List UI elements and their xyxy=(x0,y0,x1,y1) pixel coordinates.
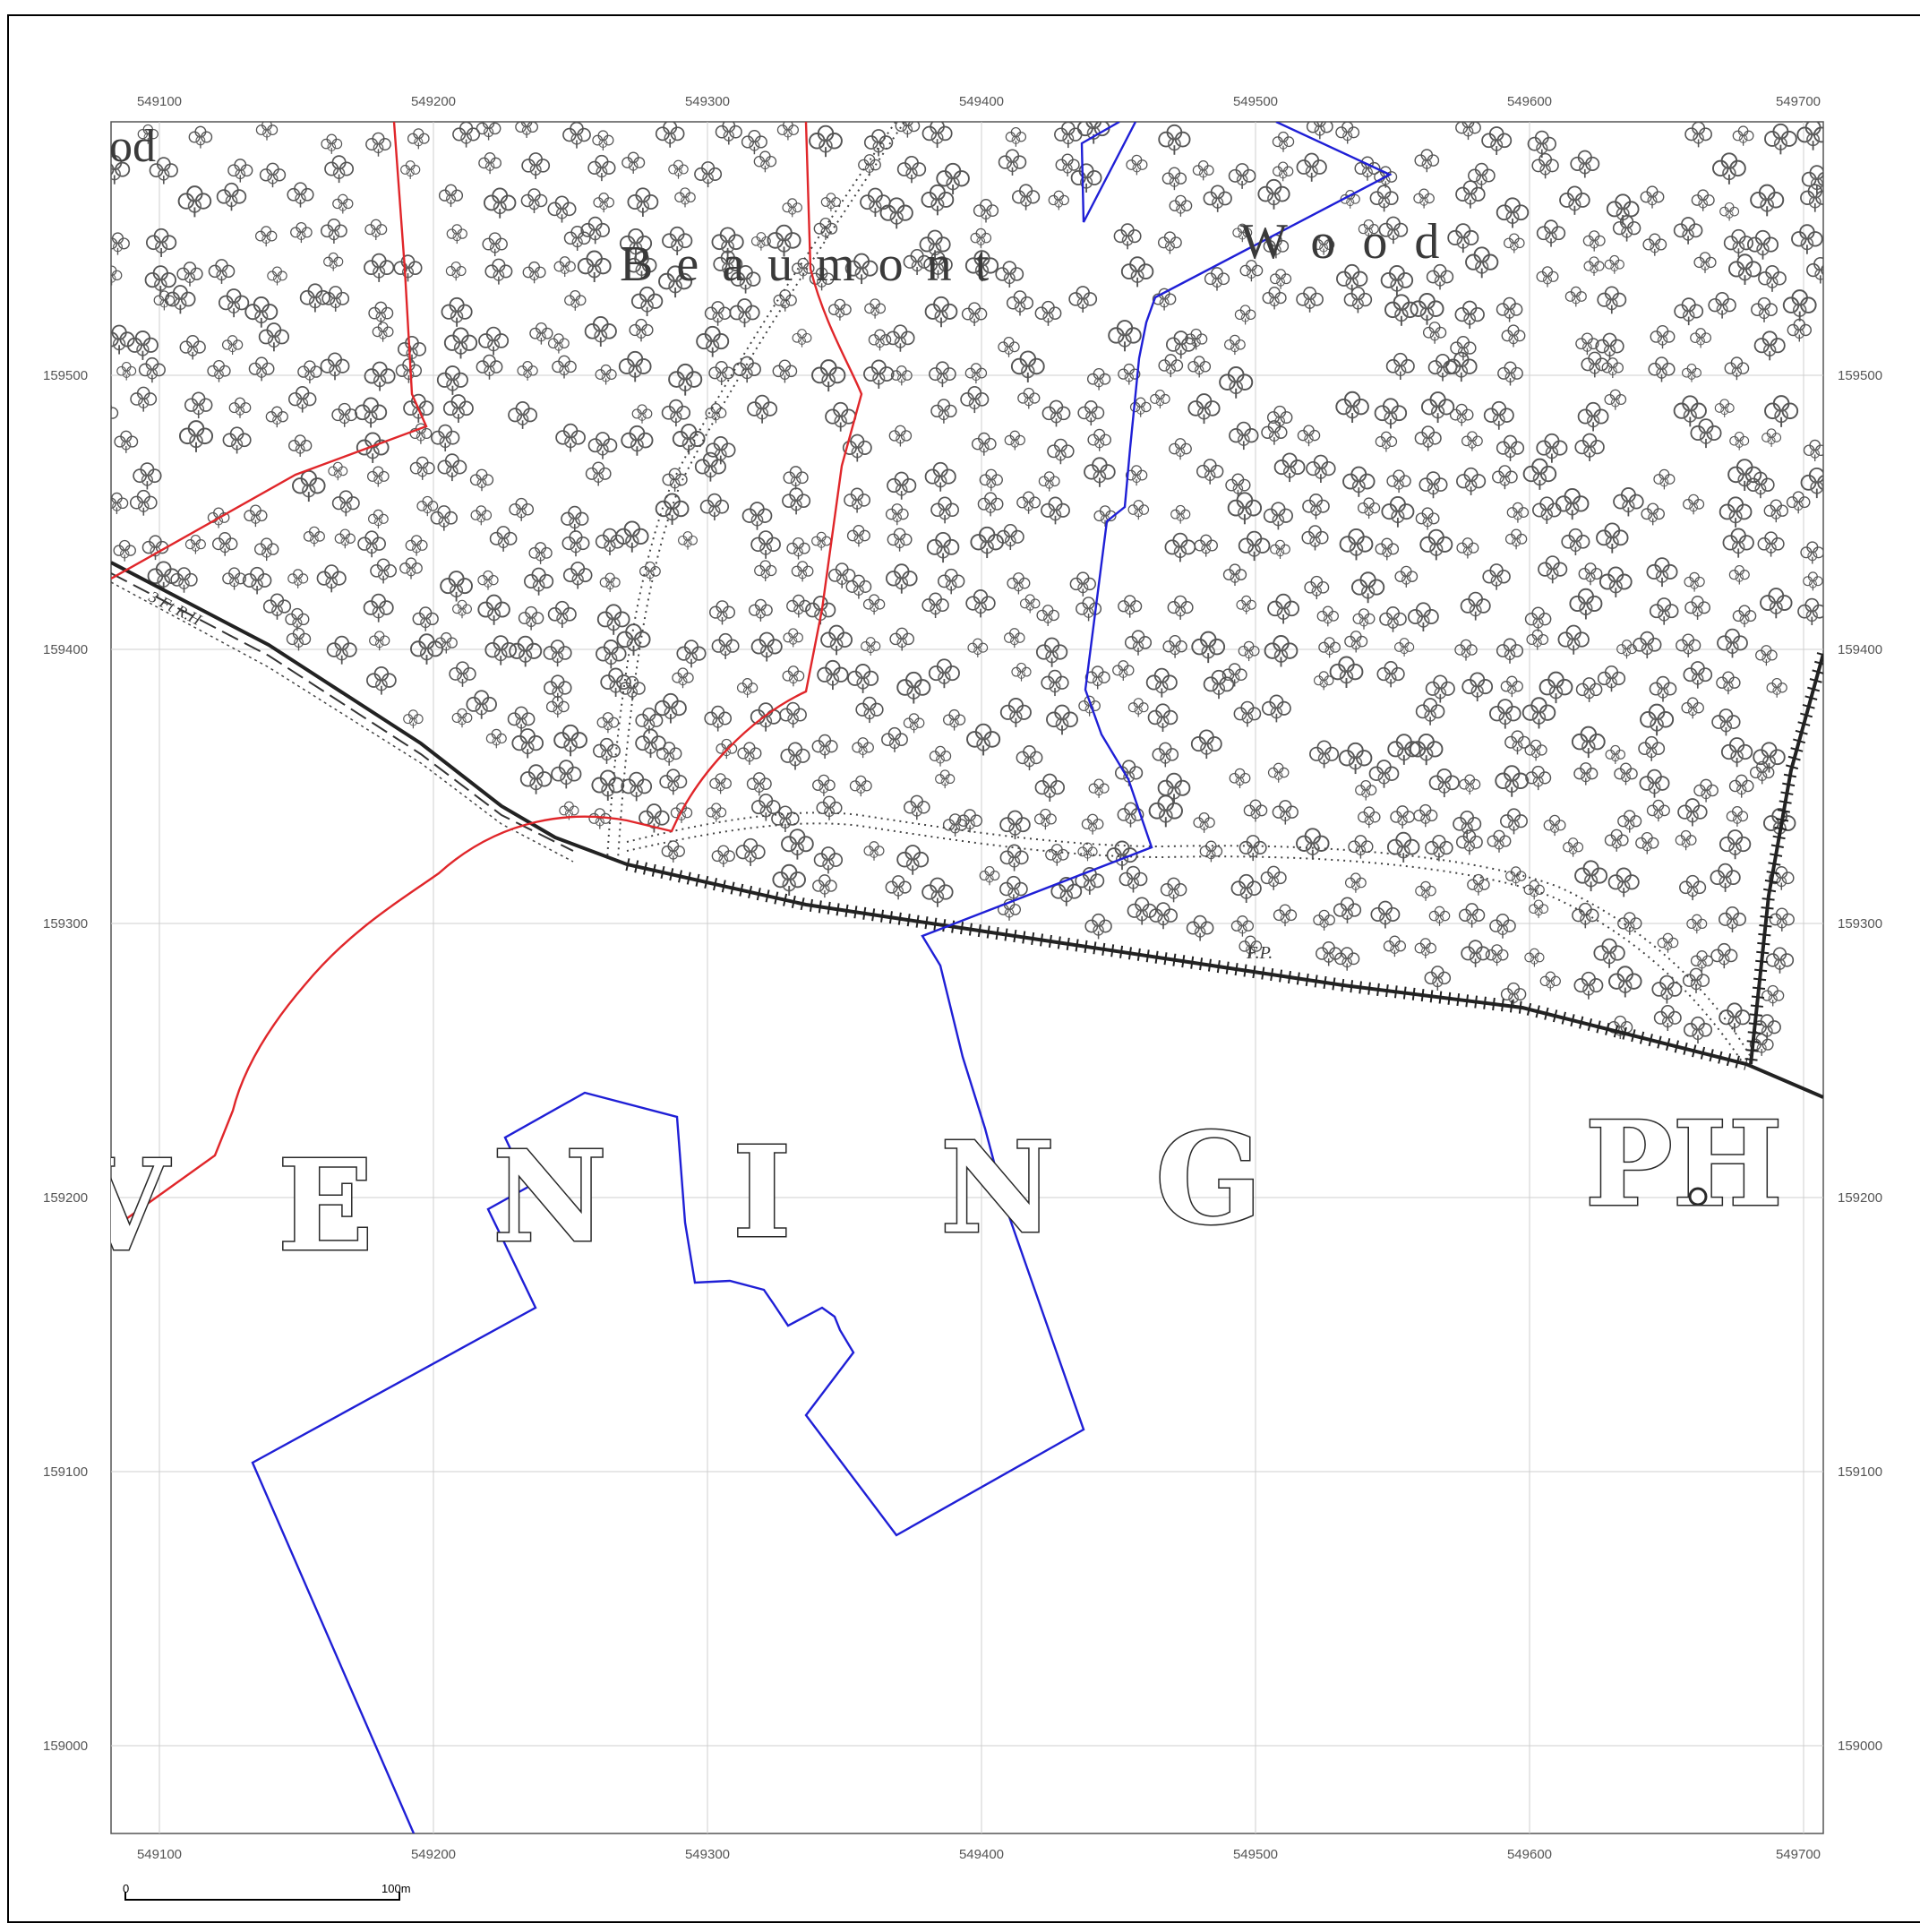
y-axis-right: 159500 159400 159300 159200 159100 15900… xyxy=(1838,368,1882,1754)
svg-text:549600: 549600 xyxy=(1507,94,1552,109)
red-boundary xyxy=(111,122,863,1231)
svg-text:549700: 549700 xyxy=(1776,1847,1821,1862)
svg-text:549500: 549500 xyxy=(1233,1847,1278,1862)
svg-text:159100: 159100 xyxy=(1838,1464,1882,1480)
scale-bar: 0 100m xyxy=(123,1882,411,1901)
svg-text:159300: 159300 xyxy=(43,916,88,932)
svg-text:159500: 159500 xyxy=(1838,368,1882,383)
svg-text:159200: 159200 xyxy=(1838,1190,1882,1206)
footpath-label: F.P. xyxy=(1246,943,1273,963)
svg-text:549400: 549400 xyxy=(959,94,1004,109)
scale-end: 100m xyxy=(381,1882,411,1895)
svg-text:159100: 159100 xyxy=(43,1464,88,1480)
footpaths xyxy=(606,122,1752,1062)
ph-label: PH xyxy=(1585,1095,1783,1232)
svg-text:159000: 159000 xyxy=(43,1739,88,1754)
ph-dot xyxy=(1688,1187,1708,1206)
wood-label: Wood xyxy=(1240,214,1466,270)
scale-start: 0 xyxy=(123,1882,129,1895)
letter-v: V xyxy=(71,1133,171,1280)
place-names: od Beaumont Wood xyxy=(109,121,1466,292)
letter-e: E xyxy=(278,1133,373,1280)
svg-text:549200: 549200 xyxy=(411,1847,456,1862)
svg-text:549600: 549600 xyxy=(1507,1847,1552,1862)
svg-text:549300: 549300 xyxy=(685,94,730,109)
svg-text:549500: 549500 xyxy=(1233,94,1278,109)
svg-text:159000: 159000 xyxy=(1838,1739,1882,1754)
svg-text:159500: 159500 xyxy=(43,368,88,383)
svg-text:159400: 159400 xyxy=(43,642,88,657)
svg-text:549100: 549100 xyxy=(137,94,182,109)
svg-text:159300: 159300 xyxy=(1838,916,1882,932)
svg-text:549300: 549300 xyxy=(685,1847,730,1862)
svg-text:159200: 159200 xyxy=(43,1190,88,1206)
svg-text:549100: 549100 xyxy=(137,1847,182,1862)
svg-text:549700: 549700 xyxy=(1776,94,1821,109)
svg-text:549200: 549200 xyxy=(411,94,456,109)
parish-name: V E N I N G PH xyxy=(71,1095,1784,1282)
partial-wood-label: od xyxy=(109,121,156,172)
x-axis-top: 549100 549200 549300 549400 549500 54960… xyxy=(137,94,1821,109)
blue-boundary xyxy=(251,122,1393,1833)
beaumont-label: Beaumont xyxy=(620,236,1012,292)
letter-g: G xyxy=(1155,1106,1263,1253)
svg-text:549400: 549400 xyxy=(959,1847,1004,1862)
map-frame xyxy=(110,121,1824,1834)
letter-i: I xyxy=(733,1120,792,1267)
y-axis-left: 159500 159400 159300 159200 159100 15900… xyxy=(43,368,88,1754)
x-axis-bottom: 549100 549200 549300 549400 549500 54960… xyxy=(137,1847,1821,1862)
letter-n1: N xyxy=(493,1124,607,1271)
svg-text:159400: 159400 xyxy=(1838,642,1882,657)
letter-n2: N xyxy=(940,1115,1055,1262)
